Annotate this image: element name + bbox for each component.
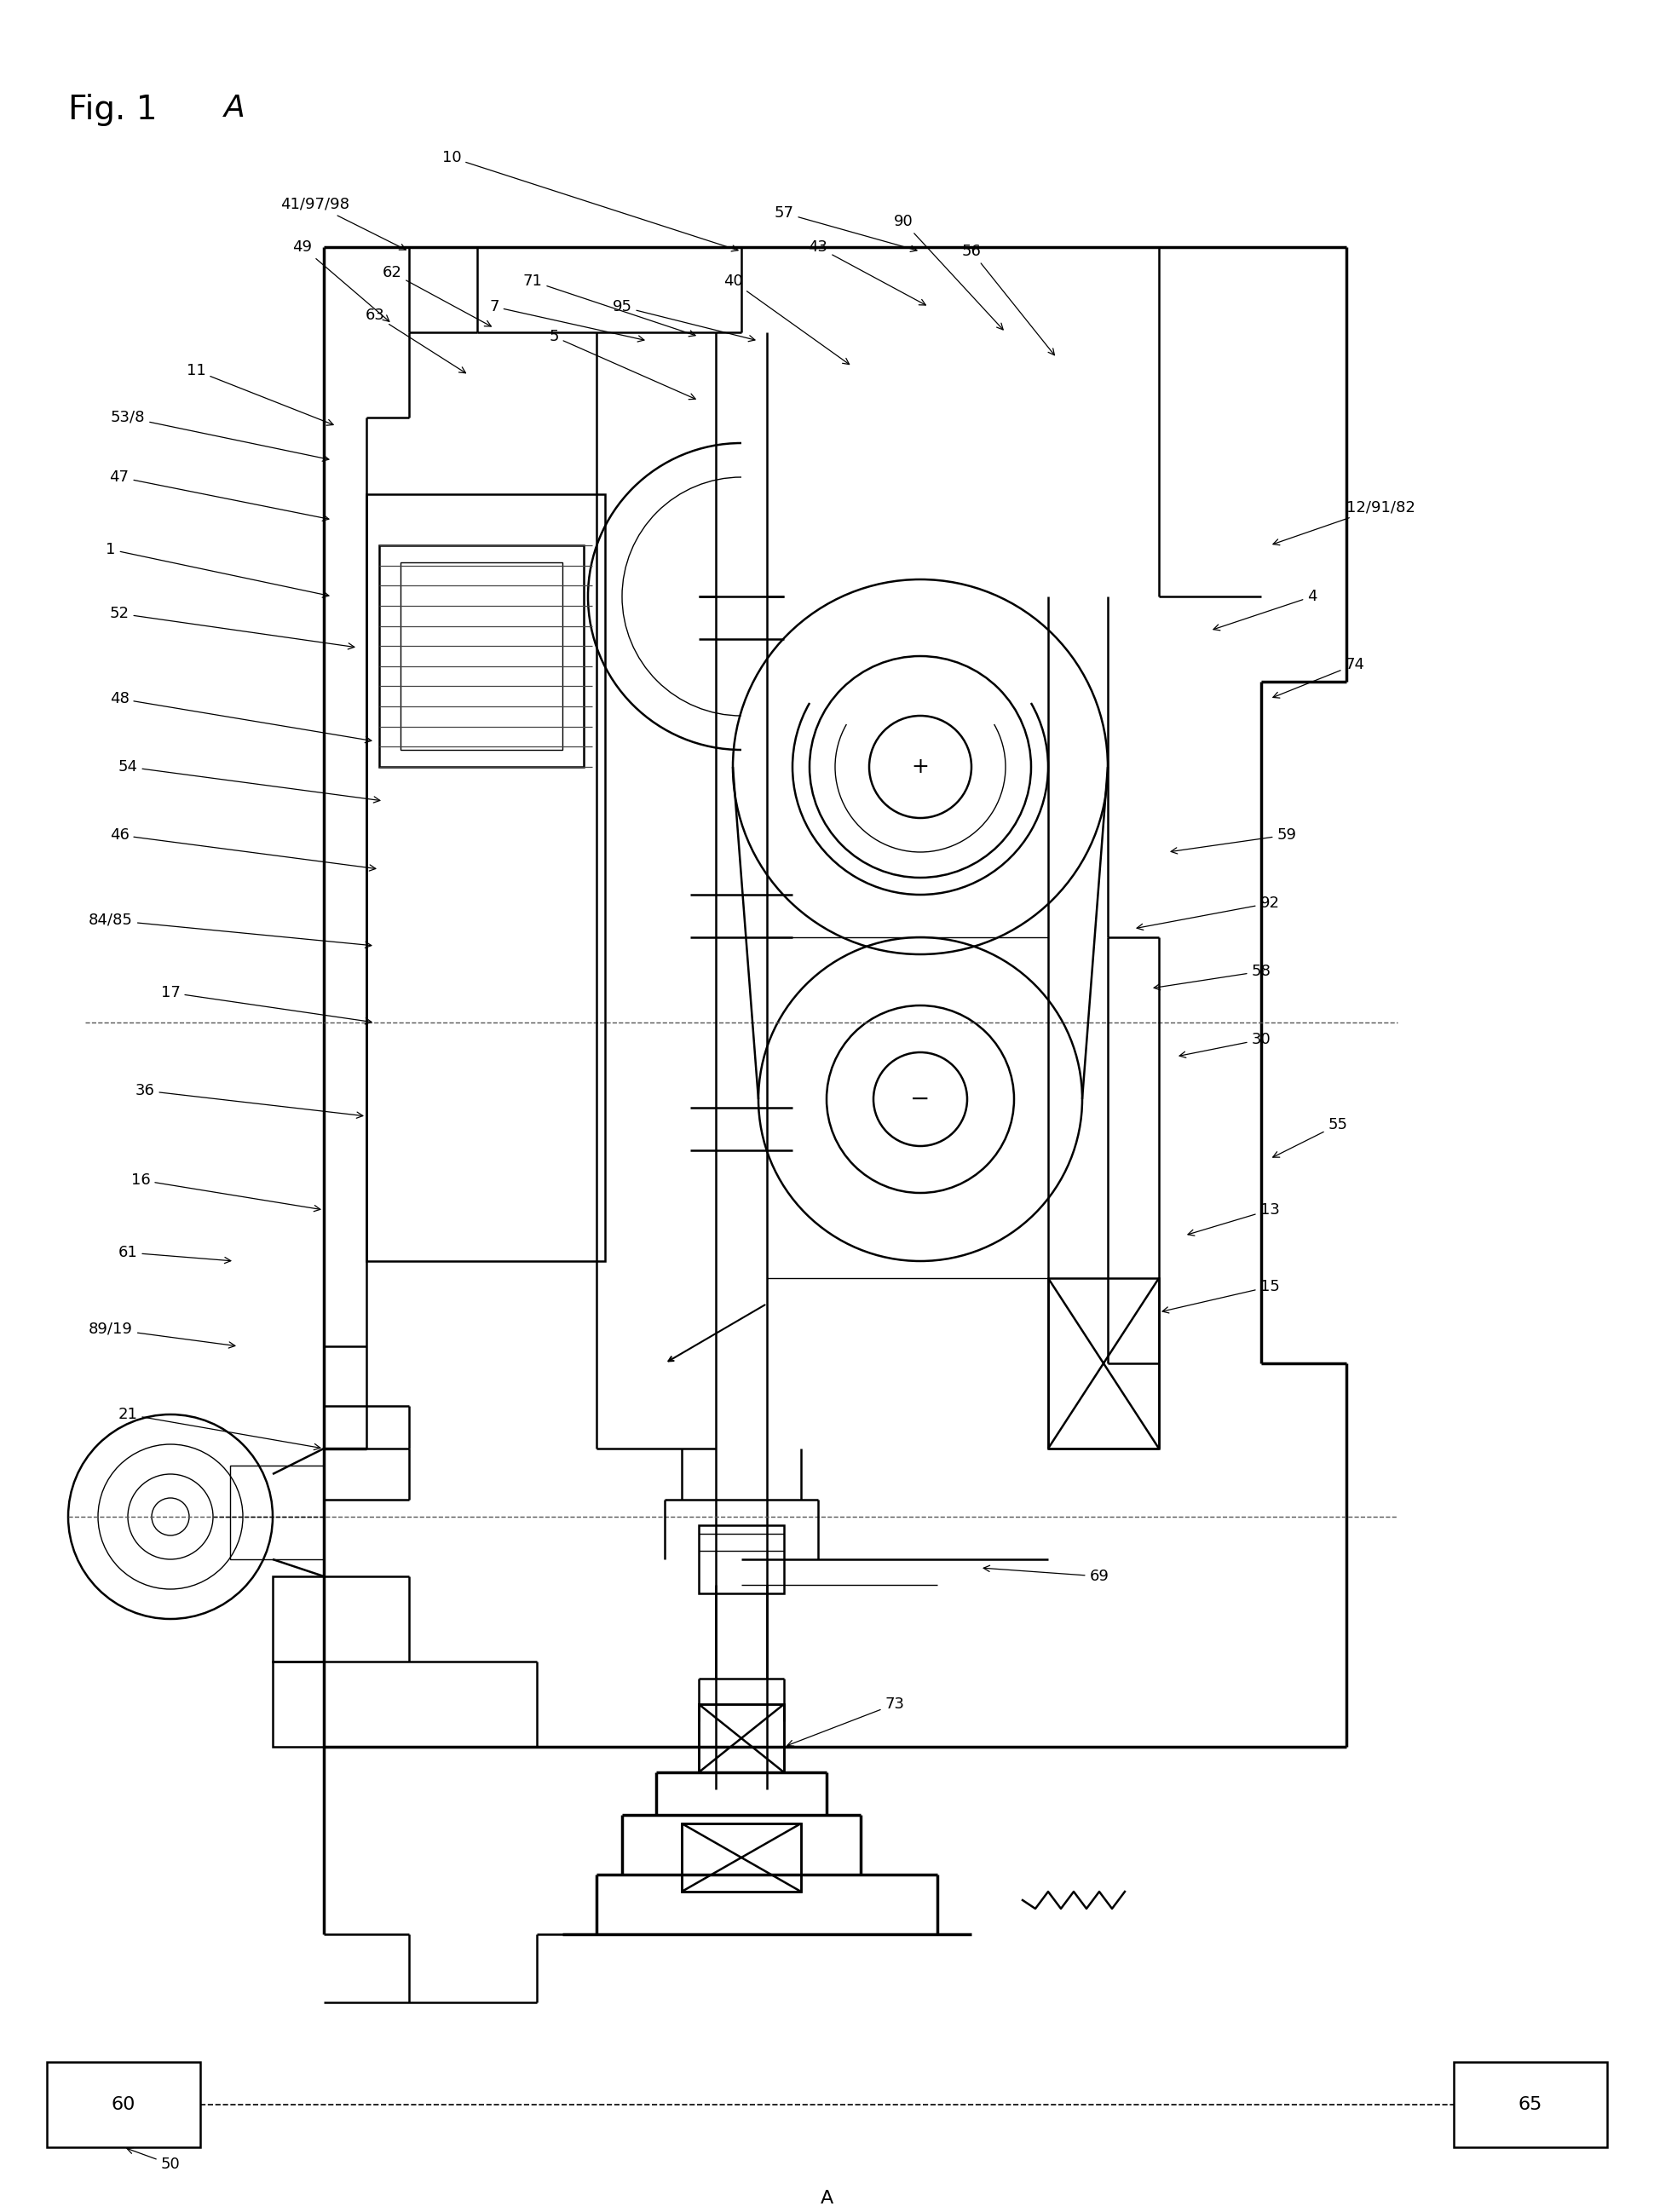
Text: 95: 95	[612, 299, 754, 341]
Text: 21: 21	[117, 1407, 321, 1449]
Text: 62: 62	[382, 265, 491, 327]
Text: −: −	[910, 1088, 930, 1110]
Text: 92: 92	[1136, 896, 1280, 929]
Text: 1: 1	[106, 542, 329, 597]
Bar	[367, 493, 605, 1261]
Text: 60: 60	[111, 2097, 136, 2112]
Text: 54: 54	[117, 759, 380, 803]
Text: 13: 13	[1188, 1203, 1280, 1237]
Text: 30: 30	[1179, 1031, 1270, 1057]
Text: 7: 7	[490, 299, 643, 341]
Bar	[698, 1526, 784, 1593]
Bar	[698, 1703, 784, 1772]
Text: 69: 69	[984, 1566, 1108, 1584]
Text: 17: 17	[160, 984, 372, 1024]
Bar	[230, 1467, 324, 1559]
Text: 11: 11	[187, 363, 334, 425]
Text: 47: 47	[109, 469, 329, 520]
Text: +: +	[911, 757, 930, 776]
Text: 41/97/98: 41/97/98	[281, 197, 405, 250]
Text: 90: 90	[893, 215, 1002, 330]
Text: 63: 63	[366, 307, 466, 374]
Bar	[379, 546, 584, 768]
Text: 57: 57	[774, 206, 916, 252]
Text: 40: 40	[723, 274, 849, 365]
Text: 10: 10	[442, 150, 738, 252]
Bar	[46, 2062, 200, 2148]
Bar	[273, 1661, 324, 1747]
Text: 12/91/82: 12/91/82	[1274, 500, 1414, 544]
Text: 43: 43	[809, 239, 926, 305]
Bar	[400, 562, 562, 750]
Text: 49: 49	[293, 239, 389, 321]
Text: 15: 15	[1163, 1279, 1280, 1314]
Bar	[698, 1703, 784, 1772]
Text: 71: 71	[523, 274, 695, 336]
Bar	[1049, 1279, 1159, 1449]
Text: 58: 58	[1154, 964, 1270, 991]
Text: 36: 36	[136, 1084, 362, 1119]
Text: 53/8: 53/8	[111, 409, 329, 460]
Text: A: A	[223, 93, 245, 122]
Text: 5: 5	[549, 330, 695, 400]
Text: 52: 52	[109, 606, 354, 650]
Text: 74: 74	[1274, 657, 1365, 699]
Text: A: A	[820, 2190, 834, 2208]
Bar	[681, 1823, 801, 1891]
Text: 61: 61	[117, 1245, 232, 1263]
Text: 59: 59	[1171, 827, 1297, 854]
Text: 4: 4	[1214, 588, 1317, 630]
Text: 65: 65	[1518, 2097, 1543, 2112]
Text: 89/19: 89/19	[89, 1321, 235, 1347]
Text: 48: 48	[109, 690, 372, 743]
Text: 46: 46	[109, 827, 375, 872]
Text: 56: 56	[961, 243, 1055, 356]
Text: Fig. 1: Fig. 1	[68, 93, 157, 126]
Text: 50: 50	[127, 2148, 180, 2172]
Bar	[681, 1823, 801, 1891]
Text: 16: 16	[131, 1172, 321, 1212]
Text: 55: 55	[1274, 1117, 1348, 1157]
Bar	[1454, 2062, 1608, 2148]
Text: 84/85: 84/85	[89, 914, 372, 949]
Text: 73: 73	[787, 1697, 905, 1745]
Bar	[273, 1577, 324, 1661]
